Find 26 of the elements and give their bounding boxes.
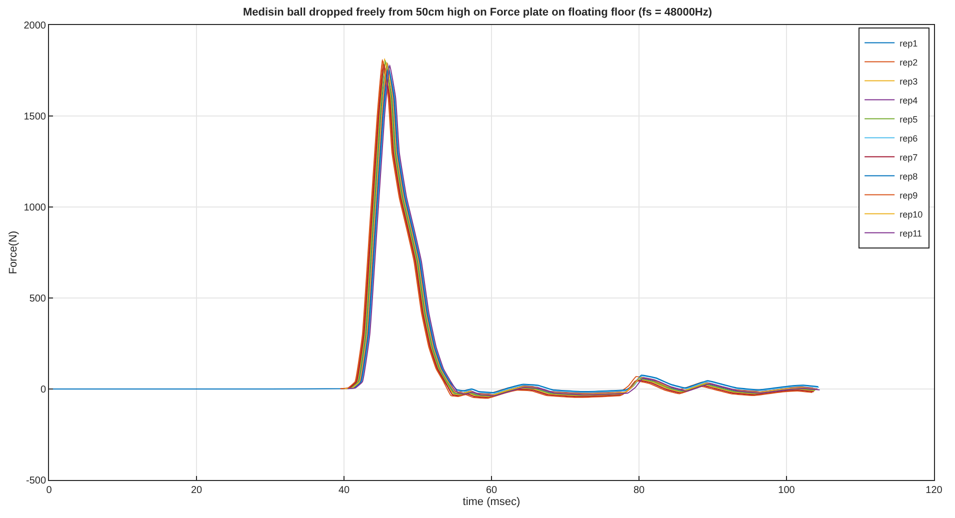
y-tick-label: 1000 [24,202,46,214]
y-tick-label: 2000 [24,20,46,32]
x-axis-title: time (msec) [462,496,520,508]
y-tick-label: 0 [40,384,46,396]
legend-label: rep8 [900,171,918,182]
y-tick-label: 1500 [24,112,46,122]
x-tick-label: 80 [633,485,645,496]
x-tick-label: 20 [190,485,202,496]
legend-label: rep6 [900,133,918,144]
chart-title: Medisin ball dropped freely from 50cm high on Force plate on floating floor (fs = 48000Hz) [242,6,712,18]
legend-label: rep4 [900,95,918,106]
legend-label: rep3 [900,76,918,86]
legend-label: rep7 [900,152,918,162]
legend-label: rep1 [900,38,918,48]
legend-label: rep11 [900,228,922,238]
x-tick-label: 40 [338,485,350,496]
legend-label: rep5 [900,114,918,124]
legend-label: rep2 [900,57,918,68]
x-tick-label: 100 [778,485,796,496]
y-tick-label: -500 [26,476,46,486]
y-tick-label: 500 [29,294,46,304]
legend-label: rep10 [900,209,923,220]
x-tick-label: 120 [926,485,943,496]
x-tick-label: 60 [486,485,498,496]
y-axis-title: Force(N) [7,230,20,274]
legend-label: rep9 [900,190,918,200]
